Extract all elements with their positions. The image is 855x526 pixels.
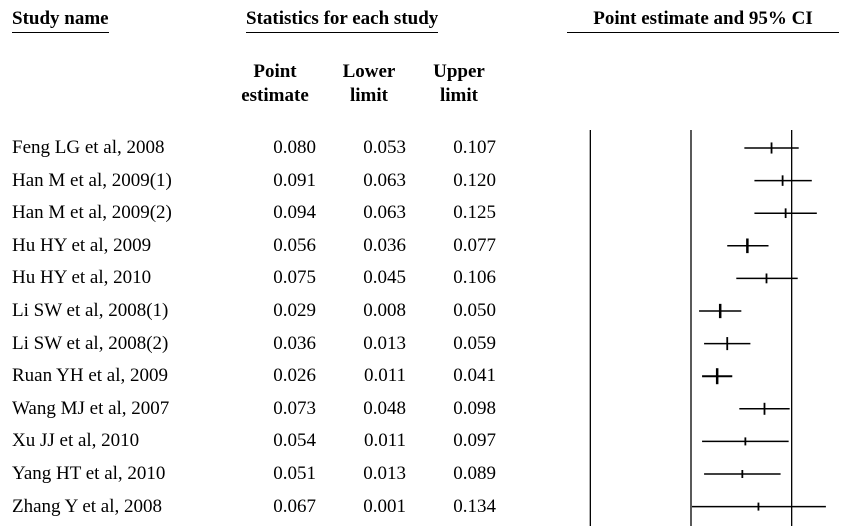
study-name: Hu HY et al, 2010 — [12, 267, 152, 289]
ci-mark — [744, 142, 799, 154]
lower-value: 0.036 — [363, 234, 406, 256]
study-name: Yang HT et al, 2010 — [12, 463, 166, 484]
study-name: Zhang Y et al, 2008 — [12, 495, 163, 517]
upper-value: 0.077 — [453, 234, 496, 256]
point-value: 0.073 — [273, 397, 316, 419]
ci-mark — [739, 402, 790, 415]
study-name: Feng LG et al, 2008 — [12, 137, 165, 158]
point-value: 0.026 — [273, 365, 316, 387]
study-name: Ruan YH et al, 2009 — [12, 365, 169, 387]
lower-value: 0.001 — [363, 495, 406, 517]
table-row: Wang MJ et al, 2007 0.073 0.048 0.098 — [0, 393, 540, 425]
point-value: 0.029 — [273, 300, 316, 321]
lower-value: 0.053 — [363, 137, 406, 158]
lower-value: 0.011 — [363, 430, 406, 452]
lower-limit-header: Lower limit — [324, 60, 414, 108]
upper-value: 0.106 — [453, 267, 496, 289]
study-name: Han M et al, 2009(2) — [12, 202, 172, 224]
ci-mark — [702, 437, 789, 446]
ci-mark — [754, 208, 817, 219]
table-row: Feng LG et al, 2008 0.080 0.053 0.107 — [0, 132, 540, 164]
upper-limit-header-line2: limit — [440, 85, 478, 106]
upper-value: 0.107 — [453, 137, 496, 158]
upper-value: 0.097 — [453, 430, 496, 452]
table-row: Li SW et al, 2008(2) 0.036 0.013 0.059 — [0, 328, 540, 360]
study-name: Li SW et al, 2008(2) — [12, 332, 169, 354]
lower-value: 0.045 — [363, 267, 406, 289]
ci-mark — [704, 337, 751, 351]
ci-mark — [692, 502, 826, 511]
lower-value: 0.063 — [363, 202, 406, 224]
point-value: 0.080 — [273, 137, 316, 158]
lower-value: 0.048 — [363, 397, 406, 419]
table-row: Zhang Y et al, 2008 0.067 0.001 0.134 — [0, 491, 540, 523]
table-row: Li SW et al, 2008(1) 0.029 0.008 0.050 — [0, 295, 540, 327]
point-estimate-header-line2: estimate — [241, 85, 309, 106]
upper-limit-header: Upper limit — [414, 60, 504, 108]
study-name-header: Study name — [12, 8, 109, 33]
lower-value: 0.013 — [363, 463, 406, 484]
study-name: Wang MJ et al, 2007 — [12, 397, 170, 419]
upper-value: 0.098 — [453, 397, 496, 419]
table-row: Han M et al, 2009(2) 0.094 0.063 0.125 — [0, 197, 540, 229]
point-value: 0.036 — [273, 332, 316, 354]
study-name: Li SW et al, 2008(1) — [12, 300, 169, 321]
table-row: Yang HT et al, 2010 0.051 0.013 0.089 — [0, 458, 540, 490]
point-value: 0.056 — [273, 234, 316, 256]
upper-value: 0.125 — [453, 202, 496, 224]
lower-limit-header-line2: limit — [350, 85, 388, 106]
table-row: Han M et al, 2009(1) 0.091 0.063 0.120 — [0, 165, 540, 197]
statistics-header: Statistics for each study — [246, 8, 439, 33]
upper-value: 0.050 — [453, 300, 496, 321]
point-value: 0.067 — [273, 495, 316, 517]
point-value: 0.075 — [273, 267, 316, 289]
ci-header: Point estimate and 95% CI — [567, 8, 839, 33]
ci-mark — [727, 238, 769, 254]
lower-value: 0.063 — [363, 169, 406, 191]
point-value: 0.051 — [273, 463, 316, 484]
ci-mark — [702, 368, 733, 385]
ci-mark — [704, 470, 781, 478]
lower-limit-header-line1: Lower — [342, 61, 396, 82]
point-estimate-header-line1: Point — [253, 61, 297, 82]
upper-value: 0.089 — [453, 463, 496, 484]
point-value: 0.094 — [273, 202, 316, 224]
point-estimate-header: Point estimate — [230, 60, 320, 108]
study-name: Hu HY et al, 2009 — [12, 234, 152, 256]
study-name: Xu JJ et al, 2010 — [12, 430, 140, 452]
point-value: 0.054 — [273, 430, 316, 452]
table-row: Hu HY et al, 2009 0.056 0.036 0.077 — [0, 230, 540, 262]
table-row: Xu JJ et al, 2010 0.054 0.011 0.097 — [0, 425, 540, 457]
upper-limit-header-line1: Upper — [433, 61, 485, 82]
upper-value: 0.120 — [453, 169, 496, 191]
ci-mark — [754, 175, 812, 186]
lower-value: 0.008 — [363, 300, 406, 321]
lower-value: 0.011 — [363, 365, 406, 387]
study-name: Han M et al, 2009(1) — [12, 169, 172, 191]
ci-mark — [699, 303, 742, 319]
table-row: Hu HY et al, 2010 0.075 0.045 0.106 — [0, 262, 540, 294]
upper-value: 0.134 — [453, 495, 496, 517]
table-row: Ruan YH et al, 2009 0.026 0.011 0.041 — [0, 360, 540, 392]
ci-mark — [736, 273, 798, 284]
upper-value: 0.041 — [453, 365, 496, 387]
point-value: 0.091 — [273, 169, 316, 191]
upper-value: 0.059 — [453, 332, 496, 354]
lower-value: 0.013 — [363, 332, 406, 354]
